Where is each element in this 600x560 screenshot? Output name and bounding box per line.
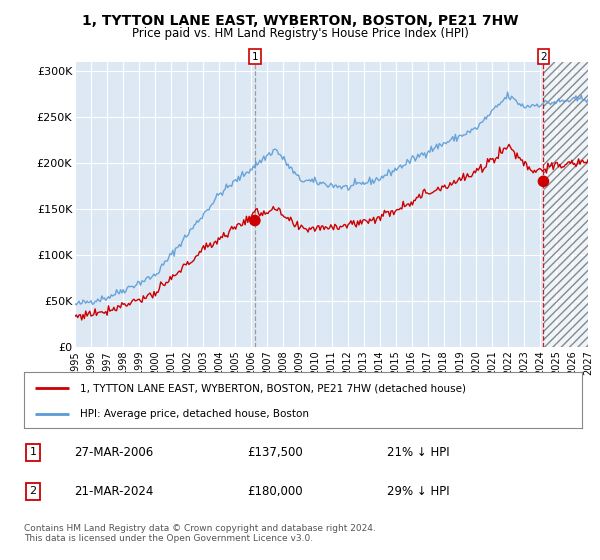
Text: £180,000: £180,000	[247, 485, 303, 498]
Text: 1, TYTTON LANE EAST, WYBERTON, BOSTON, PE21 7HW (detached house): 1, TYTTON LANE EAST, WYBERTON, BOSTON, P…	[80, 383, 466, 393]
Text: Price paid vs. HM Land Registry's House Price Index (HPI): Price paid vs. HM Land Registry's House …	[131, 27, 469, 40]
Text: 1, TYTTON LANE EAST, WYBERTON, BOSTON, PE21 7HW: 1, TYTTON LANE EAST, WYBERTON, BOSTON, P…	[82, 14, 518, 28]
Text: Contains HM Land Registry data © Crown copyright and database right 2024.
This d: Contains HM Land Registry data © Crown c…	[24, 524, 376, 543]
Text: 27-MAR-2006: 27-MAR-2006	[74, 446, 154, 459]
Point	[250, 216, 260, 225]
Text: 1: 1	[251, 52, 258, 62]
Text: HPI: Average price, detached house, Boston: HPI: Average price, detached house, Bost…	[80, 409, 309, 419]
Text: 2: 2	[29, 487, 37, 496]
Text: 1: 1	[29, 447, 37, 457]
Bar	[544, 62, 588, 347]
Text: 2: 2	[540, 52, 547, 62]
Bar	[544, 62, 588, 347]
Point	[539, 177, 548, 186]
Text: 21% ↓ HPI: 21% ↓ HPI	[387, 446, 449, 459]
Text: 21-MAR-2024: 21-MAR-2024	[74, 485, 154, 498]
Text: 29% ↓ HPI: 29% ↓ HPI	[387, 485, 449, 498]
Text: £137,500: £137,500	[247, 446, 303, 459]
